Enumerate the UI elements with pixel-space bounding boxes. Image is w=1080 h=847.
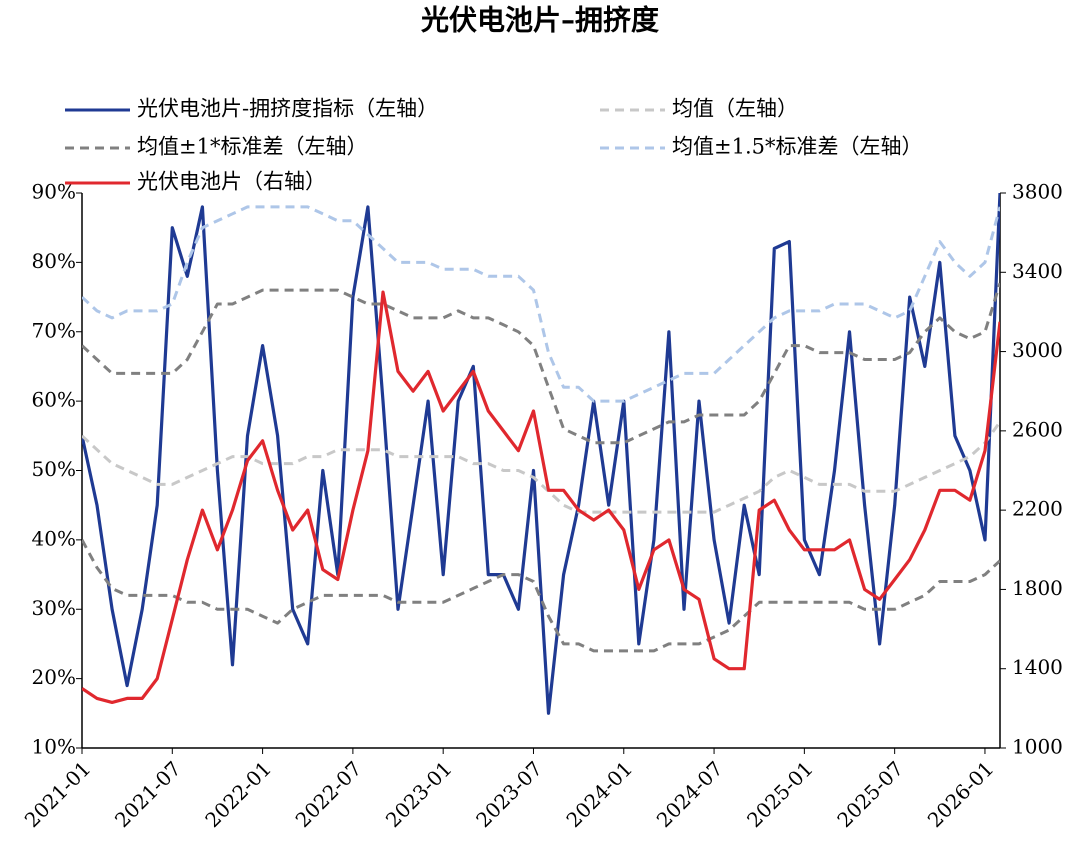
- y-tick-label: 30%: [32, 596, 76, 620]
- y-tick-label: 60%: [32, 388, 76, 412]
- x-tick-label: 2025-07: [832, 756, 908, 832]
- x-tick-label: 2022-01: [200, 756, 276, 832]
- y2-tick-label: 3800: [1012, 180, 1063, 204]
- x-tick-label: 2023-07: [471, 756, 547, 832]
- y2-tick-label: 3000: [1012, 338, 1063, 362]
- x-tick-label: 2021-01: [20, 756, 96, 832]
- x-tick-label: 2024-01: [561, 756, 637, 832]
- x-tick-label: 2026-01: [923, 756, 999, 832]
- legend-label: 均值±1.5*标准差（左轴）: [672, 135, 923, 159]
- x-tick-label: 2024-07: [652, 756, 728, 832]
- y-tick-label: 20%: [32, 665, 76, 689]
- y-tick-label: 80%: [32, 249, 76, 273]
- y2-tick-label: 2600: [1012, 417, 1063, 441]
- y-tick-label: 70%: [32, 318, 76, 342]
- x-tick-label: 2022-07: [291, 756, 367, 832]
- y2-tick-label: 3400: [1012, 259, 1063, 283]
- y2-tick-label: 1400: [1012, 655, 1063, 679]
- series-line: [82, 193, 1000, 715]
- series-line: [82, 282, 1000, 445]
- y2-tick-label: 1000: [1012, 735, 1063, 759]
- y2-tick-label: 1800: [1012, 576, 1063, 600]
- x-tick-label: 2025-01: [742, 756, 818, 832]
- y-tick-label: 50%: [32, 457, 76, 481]
- x-tick-label: 2021-07: [110, 756, 186, 832]
- chart-title: 光伏电池片–拥挤度: [420, 4, 659, 37]
- legend-label: 光伏电池片（右轴）: [137, 170, 326, 194]
- y-tick-label: 10%: [32, 735, 76, 759]
- y-tick-label: 40%: [32, 526, 76, 550]
- legend-label: 均值（左轴）: [672, 97, 798, 121]
- legend-label: 光伏电池片-拥挤度指标（左轴）: [137, 97, 438, 121]
- series-line: [82, 205, 1000, 403]
- series-line: [82, 290, 1000, 704]
- y2-tick-label: 2200: [1012, 497, 1063, 521]
- legend-label: 均值±1*标准差（左轴）: [137, 135, 367, 159]
- series-line: [82, 539, 1000, 653]
- x-tick-label: 2023-01: [381, 756, 457, 832]
